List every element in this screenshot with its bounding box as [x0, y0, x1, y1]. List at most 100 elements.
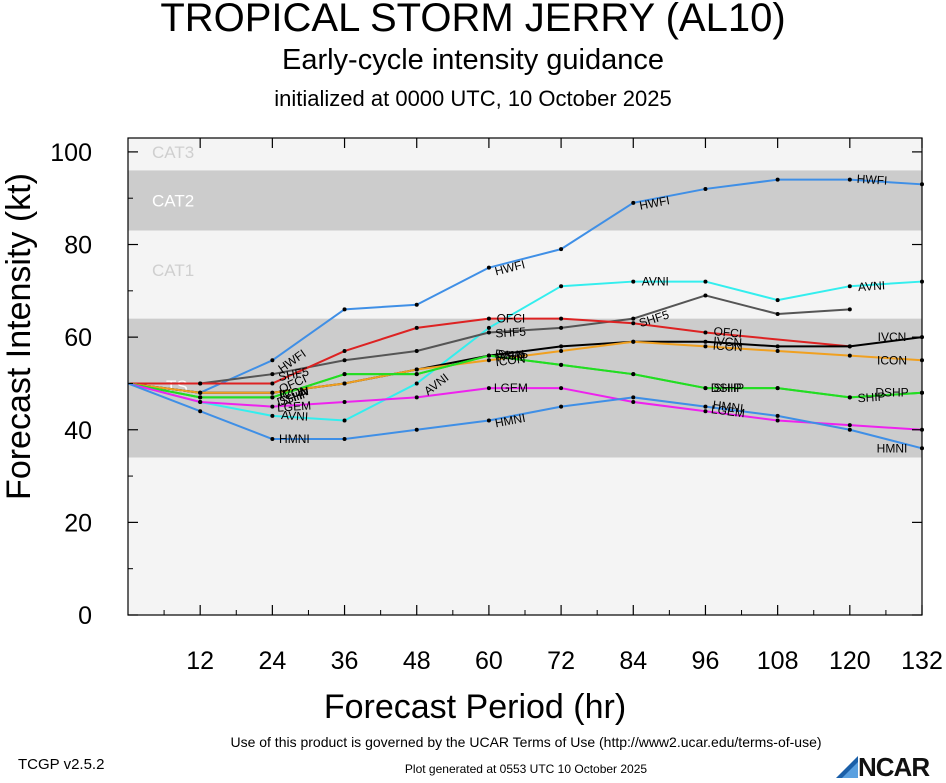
ncar-logo-icon	[836, 756, 858, 778]
series-label-hwfi: HWFI	[638, 193, 671, 213]
series-label-ivcn: IVCN	[878, 330, 907, 344]
series-label-dshp: DSHP	[875, 386, 908, 400]
x-tick-label-96: 96	[692, 647, 720, 675]
x-axis: 12 24 36 48 60 72 84 96 108 120 132	[163, 138, 943, 675]
series-label-hmni: HMNI	[279, 432, 310, 446]
x-tick-label-12: 12	[186, 647, 214, 675]
data-point-icon-36	[342, 381, 347, 386]
series-label-avni: AVNI	[281, 408, 309, 424]
intensity-band-cat1	[128, 230, 922, 319]
data-point-hmni-84	[631, 395, 636, 400]
series-label-hwfi: HWFI	[856, 172, 887, 188]
data-point-ivcn-96	[703, 339, 708, 344]
data-point-ship-120	[847, 395, 852, 400]
band-label-cat1: CAT1	[152, 261, 194, 280]
series-line-hwfi	[127, 178, 923, 394]
data-point-ofci-24	[270, 381, 275, 386]
data-point-hmni-120	[847, 427, 852, 432]
data-point-lgem-96	[703, 409, 708, 414]
data-point-ivcn-120	[847, 344, 852, 349]
data-point-ofci-48	[414, 325, 419, 330]
data-point-avni-84	[631, 279, 636, 284]
data-point-icon-108	[775, 349, 780, 354]
data-point-shf5-36	[342, 358, 347, 363]
data-point-shf5-72	[559, 325, 564, 330]
x-tick-label-36: 36	[331, 647, 359, 675]
series-label-icon: ICON	[712, 338, 743, 354]
data-point-lgem-84	[631, 399, 636, 404]
data-point-hwfi-60	[486, 265, 491, 270]
data-point-lgem-12	[198, 399, 203, 404]
data-point-ship-96	[703, 386, 708, 391]
series-label-ofci: OFCI	[713, 324, 743, 341]
series-label-shf5: SHF5	[277, 364, 310, 384]
series-lines	[127, 178, 923, 450]
data-point-ship-36	[342, 372, 347, 377]
data-point-lgem-108	[775, 418, 780, 423]
intensity-band-cat3	[128, 138, 922, 171]
data-point-shf5-48	[414, 349, 419, 354]
data-point-hmni-48	[414, 427, 419, 432]
data-point-avni-72	[559, 284, 564, 289]
series-label-ivcn: IVCN	[713, 334, 743, 350]
data-point-hwfi-24	[270, 358, 275, 363]
terms-of-use: Use of this product is governed by the U…	[230, 734, 822, 750]
data-point-hmni-60	[486, 418, 491, 423]
y-tick-label-80: 80	[64, 232, 92, 260]
data-point-ivcn-108	[775, 344, 780, 349]
data-point-icon-72	[559, 349, 564, 354]
ncar-logo-text: NCAR	[858, 751, 930, 782]
data-point-shf5-24	[270, 372, 275, 377]
data-point-hwfi-72	[559, 247, 564, 252]
data-point-avni-24	[270, 413, 275, 418]
data-point-lgem-48	[414, 395, 419, 400]
series-label-icon: ICON	[495, 351, 527, 369]
x-tick-label-84: 84	[619, 647, 647, 675]
series-label-icon: ICON	[877, 353, 907, 367]
series-line-ofci	[128, 317, 850, 385]
data-point-lgem-72	[559, 386, 564, 391]
y-tick-label-60: 60	[64, 324, 92, 352]
series-label-lgem: LGEM	[277, 399, 312, 415]
data-point-lgem-24	[270, 404, 275, 409]
series-label-avni: AVNI	[642, 275, 669, 289]
data-point-shf5-84	[631, 316, 636, 321]
band-label-cat2: CAT2	[152, 192, 194, 211]
series-label-avni: AVNI	[858, 278, 886, 294]
series-label-ofci: OFCI	[497, 312, 526, 326]
y-axis: 0 20 40 60 80 100	[50, 139, 922, 630]
series-label-lgem: LGEM	[710, 402, 746, 420]
data-point-hmni-108	[775, 413, 780, 418]
series-label-icon: ICON	[278, 384, 310, 402]
x-axis-label: Forecast Period (hr)	[324, 688, 626, 726]
series-line-ship	[127, 354, 923, 399]
chart-subtitle: Early-cycle intensity guidance	[281, 44, 664, 76]
data-point-shf5-96	[703, 293, 708, 298]
data-point-ship-48	[414, 372, 419, 377]
data-point-ship-84	[631, 372, 636, 377]
data-point-icon-120	[847, 353, 852, 358]
data-point-hwfi-84	[631, 200, 636, 205]
initialization-time: initialized at 0000 UTC, 10 October 2025	[274, 86, 672, 111]
x-tick-label-24: 24	[258, 647, 286, 675]
data-point-icon-96	[703, 344, 708, 349]
series-label-ship: SHIP	[857, 389, 886, 405]
band-label-cat3: CAT3	[152, 143, 194, 162]
series-line-lgem	[127, 382, 923, 431]
series-label-ivcn: IVCN	[495, 347, 525, 365]
series-label-ship: SHIP	[713, 381, 741, 395]
data-point-ship-108	[775, 386, 780, 391]
data-point-shf5-108	[775, 311, 780, 316]
data-point-icon-48	[414, 367, 419, 372]
series-label-dshp: DSHP	[711, 381, 744, 395]
data-point-shf5-120	[847, 307, 852, 312]
data-point-ship-24	[270, 395, 275, 400]
x-tick-label-108: 108	[757, 647, 799, 675]
data-point-hwfi-108	[775, 177, 780, 182]
data-point-lgem-36	[342, 399, 347, 404]
data-point-ofci-36	[342, 349, 347, 354]
y-tick-label-100: 100	[50, 139, 92, 167]
x-tick-label-48: 48	[403, 647, 431, 675]
y-tick-label-20: 20	[64, 509, 92, 537]
